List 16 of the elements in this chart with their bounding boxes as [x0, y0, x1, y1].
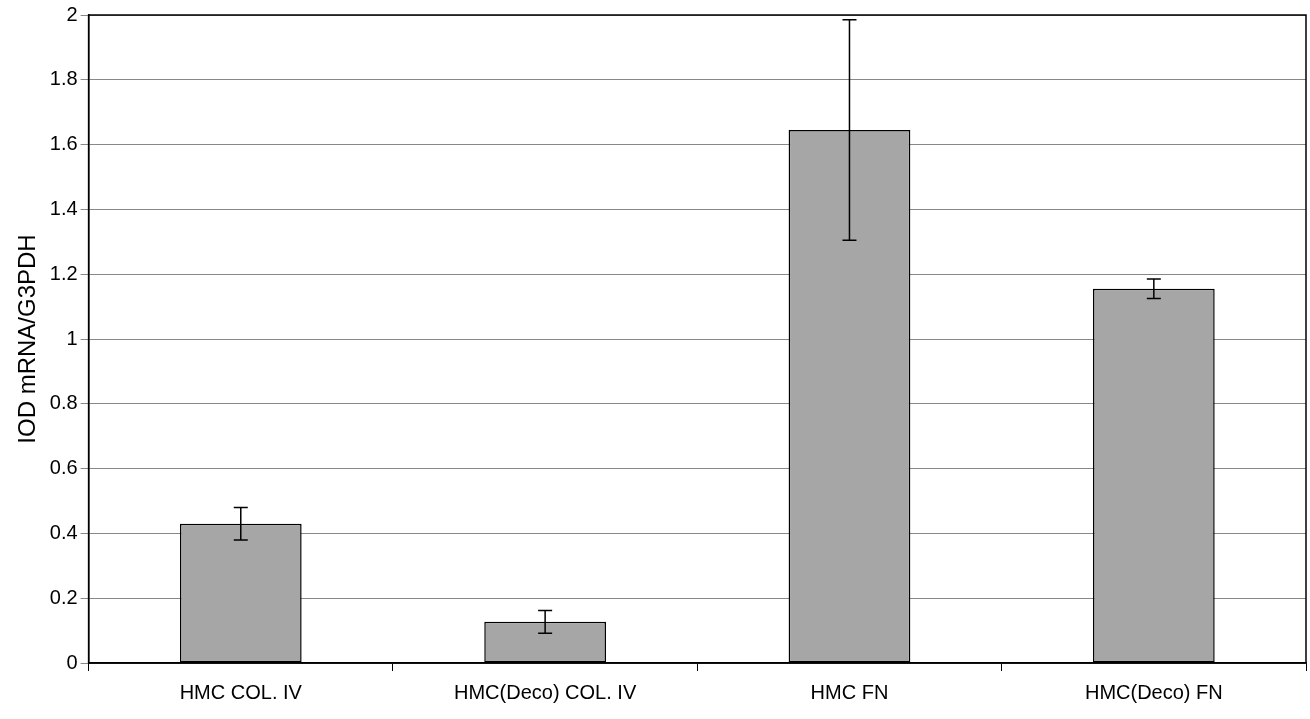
y-tick-label: 0.6 [49, 456, 78, 479]
y-axis-title: IOD mRNA/G3PDH [13, 234, 41, 444]
x-tick-label: HMC FN [810, 680, 889, 703]
y-tick-label: 0 [66, 650, 78, 673]
y-tick-label: 2 [66, 2, 78, 25]
y-tick-label: 0.4 [49, 520, 78, 543]
y-tick-label: 1.2 [49, 261, 78, 284]
x-tick-label: HMC COL. IV [179, 680, 303, 703]
y-tick-label: 1.8 [49, 67, 78, 90]
y-tick-label: 1.4 [49, 196, 78, 219]
y-tick-label: 0.8 [49, 391, 78, 414]
y-tick-label: 0.2 [49, 585, 78, 608]
y-tick-label: 1.6 [49, 132, 78, 155]
x-tick-label: HMC(Deco) COL. IV [454, 680, 637, 703]
x-tick-label: HMC(Deco) FN [1084, 680, 1223, 703]
y-tick-label: 1 [66, 326, 78, 349]
